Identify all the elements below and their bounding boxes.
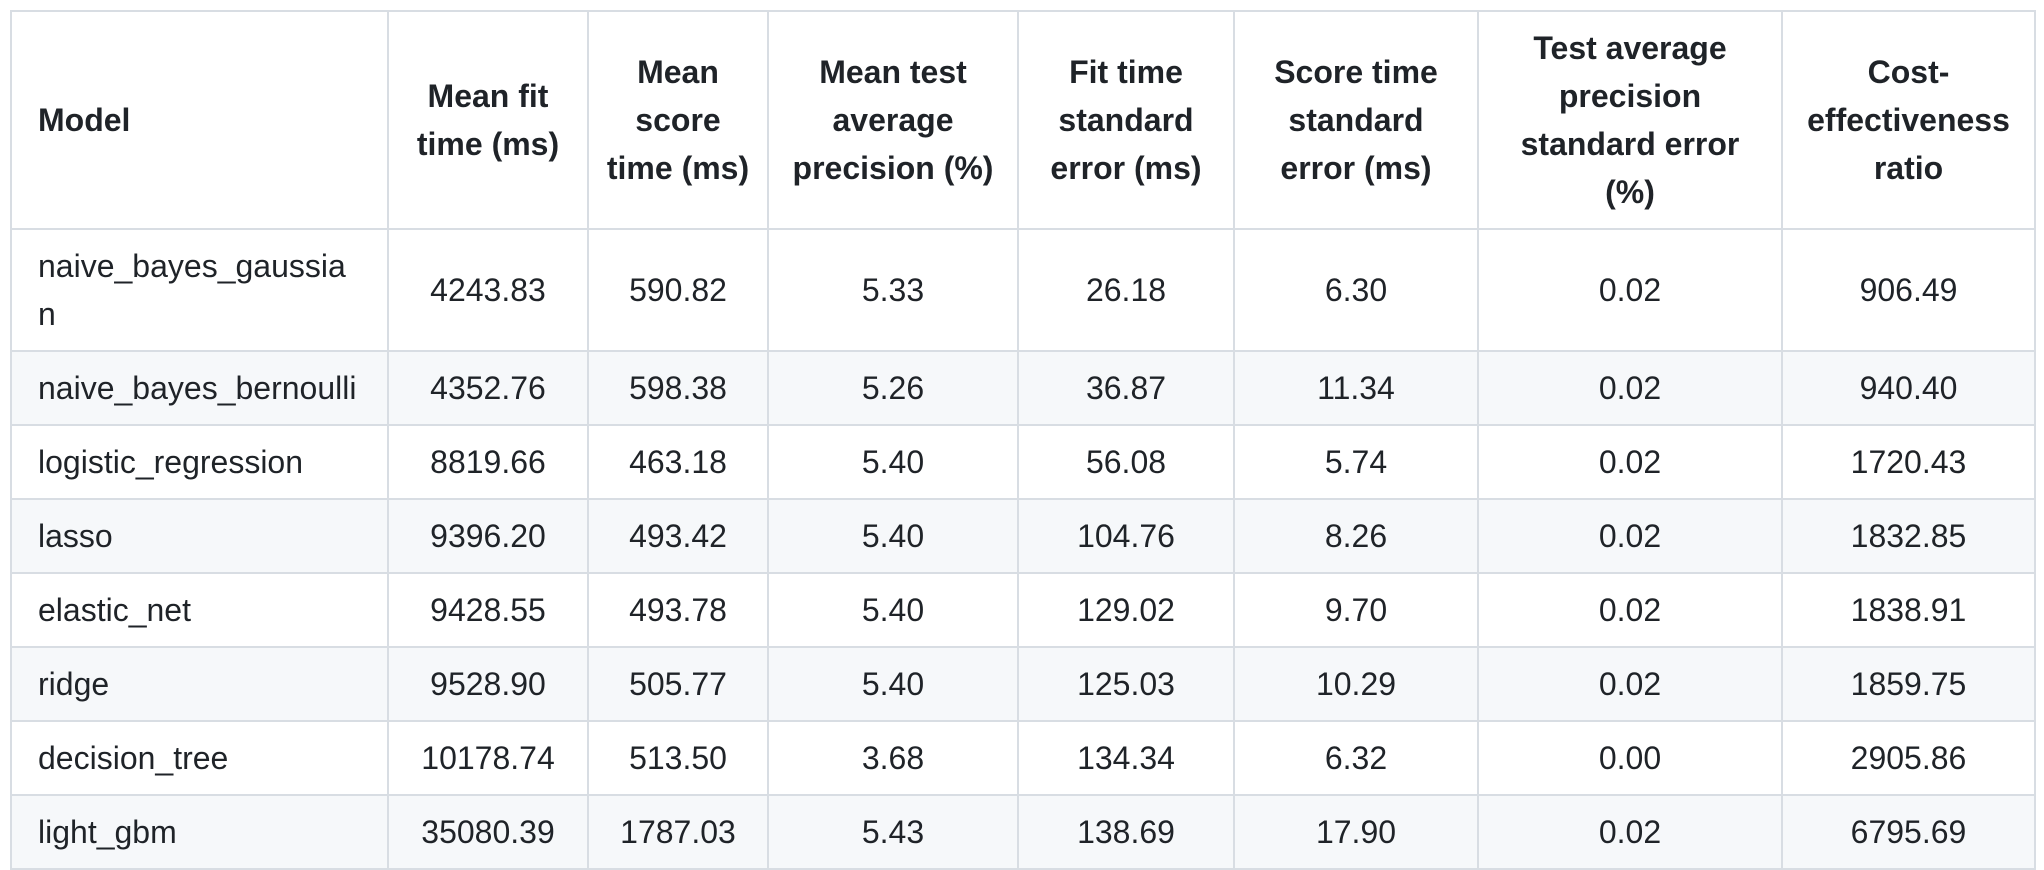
value-cell: 3.68: [767, 720, 1019, 796]
value-cell: 0.02: [1477, 646, 1783, 722]
value-cell: 35080.39: [387, 794, 589, 870]
value-cell: 0.00: [1477, 720, 1783, 796]
page: Model Mean fit time (ms) Mean score time (…: [10, 10, 2036, 870]
value-cell: 0.02: [1477, 498, 1783, 574]
column-header: Cost-effectiveness ratio: [1781, 10, 2036, 230]
column-header: Mean test average precision (%): [767, 10, 1019, 230]
value-cell: 590.82: [587, 228, 769, 352]
value-cell: 5.40: [767, 572, 1019, 648]
value-cell: 906.49: [1781, 228, 2036, 352]
table-row: light_gbm 35080.39 1787.03 5.43 138.69 17.90 0…: [10, 794, 2036, 870]
model-name-cell: naive_bayes_gaussian: [10, 228, 389, 352]
value-cell: 10178.74: [387, 720, 589, 796]
value-cell: 598.38: [587, 350, 769, 426]
value-cell: 0.02: [1477, 794, 1783, 870]
model-name-cell: lasso: [10, 498, 389, 574]
table-row: elastic_net 9428.55 493.78 5.40 129.02 9.70 0.…: [10, 572, 2036, 648]
value-cell: 9.70: [1233, 572, 1479, 648]
table-row: lasso 9396.20 493.42 5.40 104.76 8.26 0.02 1832…: [10, 498, 2036, 574]
value-cell: 0.02: [1477, 228, 1783, 352]
header-row: Model Mean fit time (ms) Mean score time (…: [10, 10, 2036, 230]
model-name-cell: decision_tree: [10, 720, 389, 796]
value-cell: 4243.83: [387, 228, 589, 352]
value-cell: 1720.43: [1781, 424, 2036, 500]
column-header: Mean score time (ms): [587, 10, 769, 230]
table-row: naive_bayes_gaussian 4243.83 590.82 5.33 26.…: [10, 228, 2036, 352]
value-cell: 9396.20: [387, 498, 589, 574]
value-cell: 5.40: [767, 646, 1019, 722]
value-cell: 8.26: [1233, 498, 1479, 574]
value-cell: 6795.69: [1781, 794, 2036, 870]
table-row: decision_tree 10178.74 513.50 3.68 134.34 6.3…: [10, 720, 2036, 796]
value-cell: 1859.75: [1781, 646, 2036, 722]
value-cell: 1787.03: [587, 794, 769, 870]
value-cell: 5.26: [767, 350, 1019, 426]
value-cell: 463.18: [587, 424, 769, 500]
model-name-cell: naive_bayes_bernoulli: [10, 350, 389, 426]
value-cell: 6.32: [1233, 720, 1479, 796]
value-cell: 26.18: [1017, 228, 1235, 352]
value-cell: 5.40: [767, 424, 1019, 500]
value-cell: 2905.86: [1781, 720, 2036, 796]
value-cell: 5.40: [767, 498, 1019, 574]
table-row: logistic_regression 8819.66 463.18 5.40 56.0…: [10, 424, 2036, 500]
table-row: naive_bayes_bernoulli 4352.76 598.38 5.26 36…: [10, 350, 2036, 426]
value-cell: 8819.66: [387, 424, 589, 500]
column-header: Score time standard error (ms): [1233, 10, 1479, 230]
value-cell: 0.02: [1477, 572, 1783, 648]
value-cell: 129.02: [1017, 572, 1235, 648]
value-cell: 10.29: [1233, 646, 1479, 722]
value-cell: 5.74: [1233, 424, 1479, 500]
table-row: ridge 9528.90 505.77 5.40 125.03 10.29 0.02 185…: [10, 646, 2036, 722]
table-header: Model Mean fit time (ms) Mean score time (…: [10, 10, 2036, 230]
value-cell: 17.90: [1233, 794, 1479, 870]
column-header: Mean fit time (ms): [387, 10, 589, 230]
column-header: Test average precision standard error (%…: [1477, 10, 1783, 230]
value-cell: 1838.91: [1781, 572, 2036, 648]
model-comparison-table: Model Mean fit time (ms) Mean score time (…: [10, 10, 2036, 870]
value-cell: 1832.85: [1781, 498, 2036, 574]
value-cell: 0.02: [1477, 350, 1783, 426]
model-name-cell: logistic_regression: [10, 424, 389, 500]
value-cell: 56.08: [1017, 424, 1235, 500]
value-cell: 4352.76: [387, 350, 589, 426]
value-cell: 9528.90: [387, 646, 589, 722]
value-cell: 138.69: [1017, 794, 1235, 870]
value-cell: 9428.55: [387, 572, 589, 648]
value-cell: 940.40: [1781, 350, 2036, 426]
model-name-cell: light_gbm: [10, 794, 389, 870]
value-cell: 6.30: [1233, 228, 1479, 352]
value-cell: 36.87: [1017, 350, 1235, 426]
value-cell: 493.78: [587, 572, 769, 648]
value-cell: 5.33: [767, 228, 1019, 352]
model-name-cell: ridge: [10, 646, 389, 722]
value-cell: 11.34: [1233, 350, 1479, 426]
column-header: Fit time standard error (ms): [1017, 10, 1235, 230]
value-cell: 134.34: [1017, 720, 1235, 796]
value-cell: 0.02: [1477, 424, 1783, 500]
model-name-cell: elastic_net: [10, 572, 389, 648]
value-cell: 125.03: [1017, 646, 1235, 722]
column-header: Model: [10, 10, 389, 230]
value-cell: 505.77: [587, 646, 769, 722]
value-cell: 513.50: [587, 720, 769, 796]
value-cell: 5.43: [767, 794, 1019, 870]
value-cell: 493.42: [587, 498, 769, 574]
value-cell: 104.76: [1017, 498, 1235, 574]
table-body: naive_bayes_gaussian 4243.83 590.82 5.33 26.…: [10, 228, 2036, 870]
